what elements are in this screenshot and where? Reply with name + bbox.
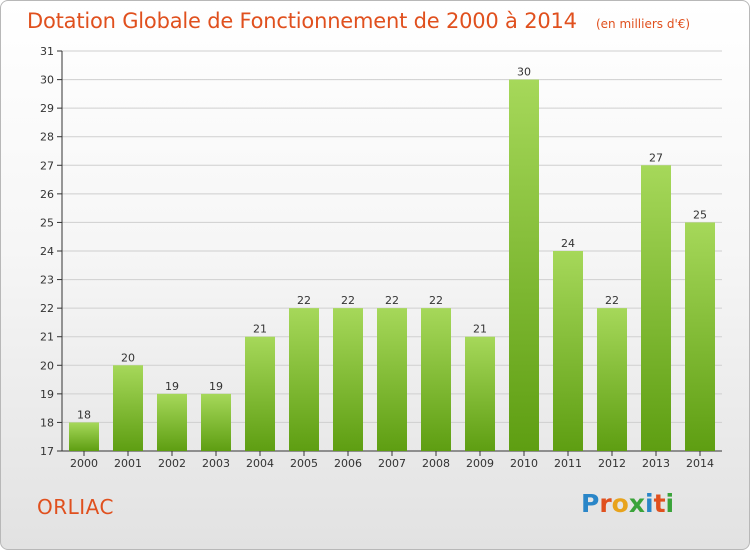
bar <box>333 308 363 451</box>
bar-value-label: 19 <box>209 380 223 393</box>
bar-value-label: 22 <box>341 294 355 307</box>
x-tick-label: 2012 <box>598 457 626 470</box>
bar <box>69 422 99 451</box>
bar-value-label: 19 <box>165 380 179 393</box>
x-tick-label: 2003 <box>202 457 230 470</box>
bar <box>553 251 583 451</box>
bar-value-label: 20 <box>121 351 135 364</box>
chart-title: Dotation Globale de Fonctionnement de 20… <box>27 9 577 33</box>
bar-value-label: 22 <box>605 294 619 307</box>
y-tick-label: 23 <box>40 274 54 287</box>
bar <box>421 308 451 451</box>
bar-value-label: 21 <box>253 323 267 336</box>
logo-letter: o <box>611 489 629 518</box>
logo-letter: r <box>599 489 612 518</box>
x-tick-label: 2005 <box>290 457 318 470</box>
x-tick-label: 2008 <box>422 457 450 470</box>
y-tick-label: 27 <box>40 159 54 172</box>
y-tick-label: 30 <box>40 74 54 87</box>
bar <box>201 393 231 451</box>
bar-value-label: 22 <box>297 294 311 307</box>
chart-units: (en milliers d'€) <box>595 17 691 31</box>
y-tick-label: 25 <box>40 216 54 229</box>
y-tick-label: 26 <box>40 188 54 201</box>
x-tick-label: 2002 <box>158 457 186 470</box>
y-tick-label: 31 <box>40 45 54 58</box>
logo-letter: t <box>653 489 666 518</box>
x-tick-label: 2009 <box>466 457 494 470</box>
bar <box>157 393 187 451</box>
y-tick-label: 29 <box>40 102 54 115</box>
y-tick-label: 24 <box>40 245 54 258</box>
bar-value-label: 21 <box>473 323 487 336</box>
proxiti-logo: Proxiti <box>581 489 674 518</box>
logo-letter: P <box>581 489 600 518</box>
bar-value-label: 25 <box>693 208 707 221</box>
x-tick-label: 2010 <box>510 457 538 470</box>
bar <box>113 365 143 451</box>
title-row: Dotation Globale de Fonctionnement de 20… <box>27 9 690 33</box>
x-tick-label: 2001 <box>114 457 142 470</box>
bar <box>377 308 407 451</box>
logo-letter: i <box>665 489 675 518</box>
y-tick-label: 21 <box>40 331 54 344</box>
bar <box>245 336 275 451</box>
y-tick-label: 20 <box>40 359 54 372</box>
bar-value-label: 24 <box>561 237 575 250</box>
bar-value-label: 22 <box>385 294 399 307</box>
x-tick-label: 2011 <box>554 457 582 470</box>
y-tick-label: 17 <box>40 445 54 458</box>
x-tick-label: 2014 <box>686 457 714 470</box>
y-tick-label: 22 <box>40 302 54 315</box>
bar <box>641 165 671 452</box>
bar-value-label: 22 <box>429 294 443 307</box>
y-tick-label: 18 <box>40 416 54 429</box>
bar <box>289 308 319 451</box>
x-tick-label: 2004 <box>246 457 274 470</box>
bar <box>509 79 539 452</box>
bar-value-label: 18 <box>77 408 91 421</box>
x-tick-label: 2000 <box>70 457 98 470</box>
bar-value-label: 27 <box>649 151 663 164</box>
logo-letter: i <box>645 489 654 518</box>
bar <box>685 222 715 451</box>
y-tick-label: 28 <box>40 131 54 144</box>
bar-value-label: 30 <box>517 66 531 79</box>
y-tick-label: 19 <box>40 388 54 401</box>
x-tick-label: 2006 <box>334 457 362 470</box>
logo-letter: x <box>628 489 645 518</box>
x-tick-label: 2007 <box>378 457 406 470</box>
bar <box>597 308 627 451</box>
bar <box>465 336 495 451</box>
commune-name: ORLIAC <box>37 495 114 519</box>
x-tick-label: 2013 <box>642 457 670 470</box>
